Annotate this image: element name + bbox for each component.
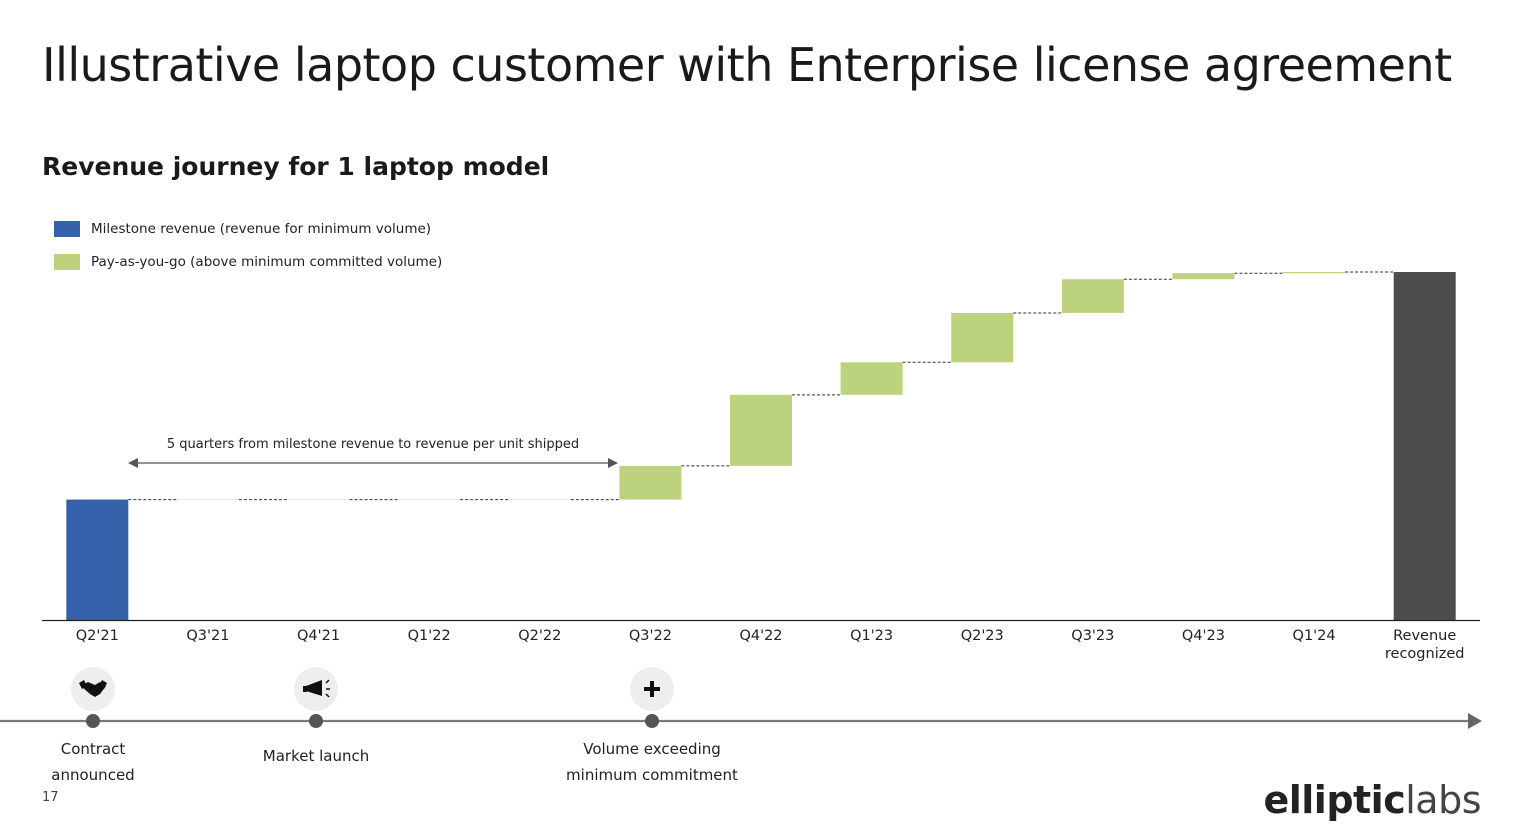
chart-subtitle: Revenue journey for 1 laptop model (42, 152, 550, 181)
handshake-cuff-left (79, 680, 87, 689)
payg-bar (1283, 272, 1346, 274)
x-tick-label: Q1'22 (408, 628, 451, 644)
payg-bar (619, 465, 682, 500)
annotation-label: 5 quarters from milestone revenue to rev… (167, 437, 579, 452)
x-tick-label: Q1'23 (850, 628, 893, 644)
timeline-event: Contract announced (51, 667, 135, 784)
timeline-event: Volume exceeding minimum commitment (566, 667, 738, 784)
page-number: 17 (42, 790, 59, 805)
timeline-label: Market launch (263, 747, 369, 765)
x-tick-label: Q1'24 (1293, 628, 1336, 644)
legend-item-milestone: Milestone revenue (revenue for minimum v… (54, 220, 442, 237)
handshake-cuff-right (99, 680, 107, 689)
x-tick-label: Q4'21 (297, 628, 340, 644)
x-tick-label: Q3'23 (1071, 628, 1114, 644)
timeline: Contract announced Market launch Volume exc… (0, 667, 1482, 784)
legend-item-payg: Pay-as-you-go (above minimum committed v… (54, 253, 442, 270)
milestone-bar (66, 499, 129, 620)
x-tick-label: Q3'22 (629, 628, 672, 644)
legend-swatch-payg (54, 253, 80, 270)
timeline-label: Volume exceeding minimum commitment (566, 740, 738, 784)
span-annotation: 5 quarters from milestone revenue to rev… (128, 437, 618, 468)
megaphone-ray (325, 693, 330, 698)
timeline-label: Contract announced (51, 740, 134, 784)
timeline-marker (86, 714, 100, 728)
x-tick-label: Q2'23 (961, 628, 1004, 644)
legend-label-payg: Pay-as-you-go (above minimum committed v… (91, 253, 443, 270)
chart-connectors (128, 271, 1394, 501)
annotation-arrow-right (608, 458, 618, 468)
megaphone-icon (303, 679, 330, 698)
payg-bar (951, 312, 1014, 363)
x-tick-label: Revenue recognized (1385, 628, 1465, 662)
x-tick-label: Q2'21 (76, 628, 119, 644)
legend-swatch-milestone (54, 220, 80, 237)
megaphone-ray (325, 679, 330, 684)
timeline-arrowhead (1468, 713, 1482, 729)
x-tick-label: Q4'22 (739, 628, 782, 644)
chart-legend: Milestone revenue (revenue for minimum v… (54, 220, 442, 286)
handshake-icon (79, 680, 107, 697)
chart-bars (66, 272, 1456, 620)
logo-text-bold: elliptic (1263, 778, 1406, 822)
payg-bar (840, 362, 903, 395)
logo-text-light: labs (1405, 778, 1481, 822)
total-bar (1393, 272, 1456, 620)
legend-label-milestone: Milestone revenue (revenue for minimum v… (91, 220, 432, 237)
timeline-marker (309, 714, 323, 728)
payg-bar (1172, 273, 1235, 280)
x-tick-label: Q4'23 (1182, 628, 1225, 644)
company-logo: ellipticlabs (1263, 778, 1481, 822)
x-axis: Q2'21 Q3'21 Q4'21 Q1'22 Q2'22 Q3'22 Q4'22 Q1'23… (42, 619, 1480, 662)
plus-icon (644, 681, 660, 697)
page-title: Illustrative laptop customer with Enterp… (42, 38, 1452, 92)
x-tick-label: Q2'22 (518, 628, 561, 644)
payg-bar (1061, 279, 1124, 313)
x-tick-label: Q3'21 (186, 628, 229, 644)
payg-bar (730, 394, 792, 466)
megaphone-handle (303, 686, 307, 692)
timeline-event: Market launch (263, 667, 369, 765)
megaphone-body (306, 680, 322, 696)
annotation-arrow-left (128, 458, 138, 468)
timeline-marker (645, 714, 659, 728)
plus-vertical (650, 681, 654, 697)
